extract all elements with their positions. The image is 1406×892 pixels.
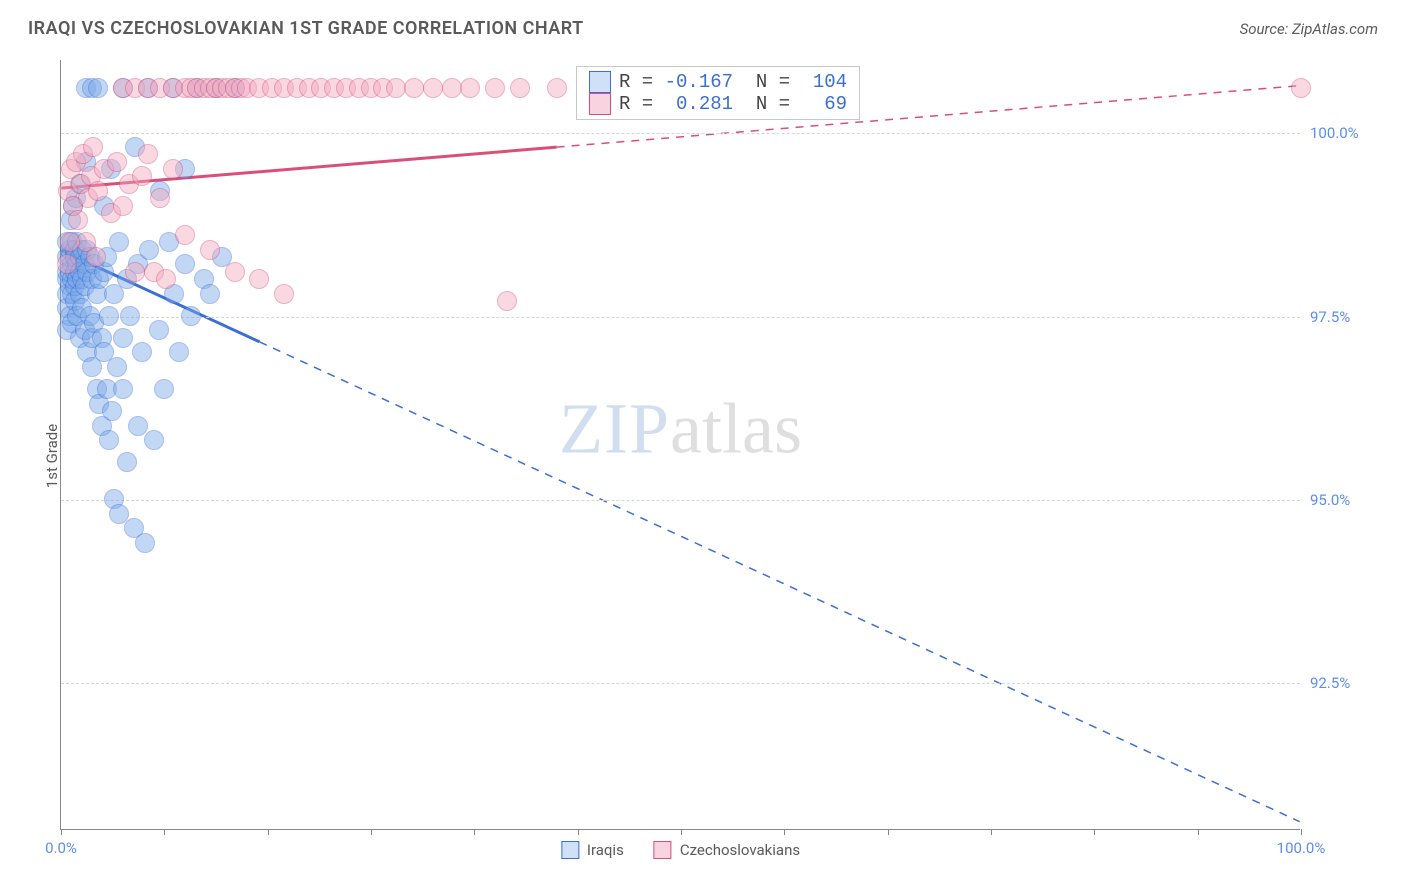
data-point [149,320,169,340]
data-point [274,284,294,304]
data-point [225,262,245,282]
source-label: Source: ZipAtlas.com [1240,20,1378,38]
data-point [249,269,269,289]
plot-area: ZIPatlas R = -0.167 N = 104R = 0.281 N =… [60,60,1300,830]
x-tick-label: 0.0% [45,839,77,857]
x-tick-label: 100.0% [1277,839,1326,857]
y-tick-label: 95.0% [1310,491,1380,509]
x-tick [888,829,889,835]
x-tick [371,829,372,835]
data-point [120,306,140,326]
data-point [163,159,183,179]
x-tick [991,829,992,835]
data-point [442,78,462,98]
bottom-legend: Iraqis Czechoslovakians [561,841,800,859]
data-point [169,342,189,362]
correlation-row: R = -0.167 N = 104 [589,71,847,93]
data-point [132,166,152,186]
y-tick-label: 100.0% [1310,124,1380,142]
data-point [1291,78,1311,98]
data-point [175,254,195,274]
x-tick [61,829,62,835]
legend-swatch [589,71,611,93]
data-point [200,240,220,260]
data-point [175,225,195,245]
y-tick-label: 97.5% [1310,308,1380,326]
legend-item: Czechoslovakians [654,841,800,859]
watermark: ZIPatlas [559,388,802,471]
chart-container: 1st Grade ZIPatlas R = -0.167 N = 104R =… [50,60,1386,852]
legend-label: Iraqis [587,841,624,859]
x-tick [268,829,269,835]
data-point [128,416,148,436]
data-point [99,430,119,450]
data-point [485,78,505,98]
data-point [135,533,155,553]
correlation-row: R = 0.281 N = 69 [589,93,847,115]
data-point [68,210,88,230]
data-point [88,181,108,201]
trend-lines [61,60,1300,829]
data-point [86,247,106,267]
x-tick [1301,829,1302,835]
data-point [144,430,164,450]
watermark-zip: ZIP [559,389,670,469]
gridline [61,133,1300,134]
legend-swatch [589,93,611,115]
data-point [102,401,122,421]
data-point [132,342,152,362]
data-point [83,137,103,157]
data-point [88,78,108,98]
x-tick [784,829,785,835]
x-tick [578,829,579,835]
data-point [497,291,517,311]
data-point [107,152,127,172]
data-point [200,284,220,304]
trend-dashed [259,342,1299,822]
data-point [139,240,159,260]
legend-swatch [654,841,672,859]
data-point [423,78,443,98]
legend-label: Czechoslovakians [680,841,800,859]
gridline [61,683,1300,684]
data-point [460,78,480,98]
data-point [138,144,158,164]
data-point [404,78,424,98]
data-point [99,306,119,326]
data-point [547,78,567,98]
gridline [61,500,1300,501]
legend-swatch [561,841,579,859]
data-point [113,328,133,348]
correlation-text: R = 0.281 N = 69 [619,93,847,115]
data-point [150,188,170,208]
data-point [113,379,133,399]
x-tick [681,829,682,835]
x-tick [1198,829,1199,835]
gridline [61,317,1300,318]
data-point [181,306,201,326]
watermark-atlas: atlas [670,389,802,469]
data-point [109,232,129,252]
legend-item: Iraqis [561,841,624,859]
data-point [113,196,133,216]
data-point [386,78,406,98]
x-tick [1094,829,1095,835]
data-point [156,269,176,289]
data-point [510,78,530,98]
chart-title: IRAQI VS CZECHOSLOVAKIAN 1ST GRADE CORRE… [28,18,584,39]
data-point [107,357,127,377]
data-point [57,254,77,274]
data-point [60,232,80,252]
correlation-text: R = -0.167 N = 104 [619,71,847,93]
x-tick [474,829,475,835]
data-point [125,262,145,282]
data-point [154,379,174,399]
y-tick-label: 92.5% [1310,674,1380,692]
data-point [117,452,137,472]
y-axis-label: 1st Grade [43,424,61,488]
correlation-box: R = -0.167 N = 104R = 0.281 N = 69 [576,66,860,120]
x-tick [164,829,165,835]
